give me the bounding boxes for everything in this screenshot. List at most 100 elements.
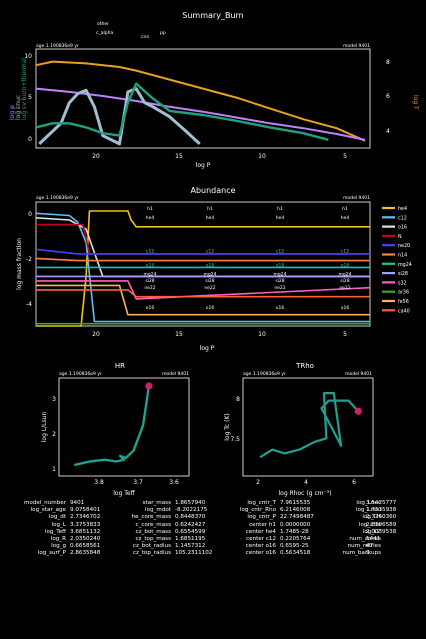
stat-value: 1441: [366, 536, 410, 543]
legend-label-c12: c12: [398, 215, 407, 221]
abundance-title: Abundance: [190, 186, 235, 195]
summary-xtick-5: 5: [343, 153, 347, 160]
trho-track: [260, 393, 358, 457]
abundance-model: model 9401: [343, 195, 370, 201]
trho-plot: [260, 393, 362, 457]
stat-label: cz_bot_mass: [113, 529, 171, 536]
stat-value: 3.3753833: [70, 522, 114, 529]
abundance-ytick-0: 0: [28, 211, 32, 218]
abundance-line-label-h1: h1: [147, 206, 153, 212]
stat-value: 0.6658561: [70, 543, 114, 550]
trho-xtick-2: 2: [256, 479, 260, 486]
abundance-line-label-ne22: ne22: [274, 285, 285, 291]
trho-xtick-6: 6: [352, 479, 356, 486]
abundance-line-label-mg24: mg24: [144, 271, 157, 277]
hr-xlabel: log Teff: [113, 490, 135, 497]
trho-ytick-8: 8: [236, 396, 240, 403]
hr-ytick-2: 2: [52, 431, 56, 438]
abundance-line-label-h1: h1: [207, 206, 213, 212]
stat-value: 3.5425777: [366, 500, 410, 507]
hr-age: age 1.190836e9 yr: [59, 371, 102, 377]
stat-label: log_star_age: [8, 507, 66, 514]
stats-row: log_surf_P 2.8635848 cz_top_radius 105.2311…: [0, 550, 426, 557]
summary-ylabel-right: log T: [412, 95, 419, 110]
stat-value: 3.6851132: [70, 529, 114, 536]
abundance-line-label-si28: si28: [145, 278, 154, 284]
stat-label: cz_top_mass: [113, 536, 171, 543]
summary-model: model 9401: [343, 43, 370, 49]
stat-value: 2.8206589: [366, 522, 410, 529]
hr-ytick-3: 3: [52, 396, 56, 403]
stat-value: 0.6242427: [175, 522, 219, 529]
abundance-line-label-o16: o16: [341, 305, 350, 311]
stat-label: log_mdot: [113, 507, 171, 514]
hr-ylabel: log L/Lsun: [41, 412, 48, 443]
summary-title: Summary_Burn: [182, 11, 243, 20]
abundance-line-label-c12: c12: [276, 249, 284, 255]
summary-xtick-20: 20: [92, 153, 100, 160]
abundance-xtick-15: 15: [175, 331, 183, 338]
abundance-line-label-ne22: ne22: [339, 285, 350, 291]
stats-table: model_number 9401 star_mass 1.8657940 log_cn…: [0, 500, 426, 558]
stat-label: log_cntr_P: [218, 514, 276, 521]
trho-ytick-75: 7.5: [230, 436, 240, 443]
abundance-line-label-h1: h1: [342, 206, 348, 212]
summary-xtick-10: 10: [258, 153, 266, 160]
stat-label: cz_bot_radius: [113, 543, 171, 550]
trho-xtick-4: 4: [304, 479, 308, 486]
stat-label: center o16: [218, 543, 276, 550]
abundance-line-label-c12: c12: [146, 249, 154, 255]
legend-label-n: N: [398, 234, 402, 240]
abundance-line-label-mg24: mg24: [339, 271, 352, 277]
stat-label: model_number: [8, 500, 66, 507]
abundance-line-label-h1: h1: [277, 206, 283, 212]
stat-label: log_Teff: [8, 529, 66, 536]
abundance-line-label-ne22: ne22: [204, 285, 215, 291]
summary-age: age 1.190836e9 yr: [36, 43, 79, 49]
stat-label: center o16: [218, 550, 276, 557]
stat-label: log_cntr_T: [218, 500, 276, 507]
abundance-line-label-o16: o16: [206, 305, 215, 311]
stats-row: log_dt 2.7346702 he_core_mass 0.8448370 log_…: [0, 514, 426, 521]
stat-value: 1.6851195: [175, 536, 219, 543]
abundance-line-label-si28: si28: [205, 278, 214, 284]
trho-xlabel: log Rhoc (g cm⁻³): [278, 490, 331, 497]
hr-frame: [59, 378, 189, 476]
stat-label: log_L: [8, 522, 66, 529]
summary-top-label-calpha: c_alpha: [96, 30, 113, 36]
summary-ylabel-epsv: log εv burn+thermal: [21, 58, 28, 120]
summary-series-log-t: [36, 62, 365, 141]
stat-value: 105.2311102: [175, 550, 219, 557]
stat-value: 6.2146008: [280, 507, 324, 514]
stat-value: 0.5634518: [280, 550, 324, 557]
hr-title: HR: [115, 362, 125, 370]
stat-value: 22.7498487: [280, 514, 324, 521]
stat-value: 1.7485-28: [280, 529, 324, 536]
hr-xtick-36: 3.6: [169, 479, 179, 486]
stats-row: log_Teff 3.6851132 cz_bot_mass 0.6554599 cen…: [0, 529, 426, 536]
abundance-line-label-o16: o16: [146, 262, 155, 268]
abundance-line-label-o16: o16: [206, 262, 215, 268]
stat-label: log_g: [8, 543, 66, 550]
abundance-ylabel: log mass fraction: [16, 238, 23, 290]
hr-xtick-38: 3.8: [94, 479, 104, 486]
abundance-xtick-5: 5: [343, 331, 347, 338]
stat-label: c_core_mass: [113, 522, 171, 529]
stat-value: 0.6595-25: [280, 543, 324, 550]
summary-rtick-6: 6: [386, 93, 390, 100]
summary-ytick-5: 5: [28, 94, 32, 101]
abundance-line-label-he4: he4: [341, 215, 350, 221]
stat-value: 0.8448370: [175, 514, 219, 521]
summary-xtick-15: 15: [175, 153, 183, 160]
stat-value: 9.0758401: [70, 507, 114, 514]
stat-value: 2.0350240: [70, 536, 114, 543]
legend-label-fe56: fe56: [398, 299, 409, 305]
legend-label-si28: si28: [398, 271, 408, 277]
summary-plot: [36, 62, 365, 144]
summary-xlabel: log P: [196, 162, 211, 169]
stat-value: 1.1457312: [175, 543, 219, 550]
trho-model: model 9401: [345, 371, 372, 377]
stat-label: log_R: [8, 536, 66, 543]
stat-value: 1.8657940: [175, 500, 219, 507]
